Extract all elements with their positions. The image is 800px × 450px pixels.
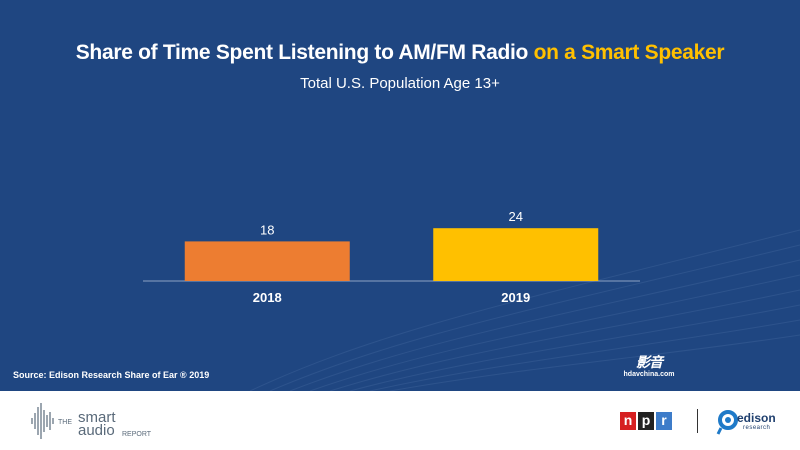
sound-wave-icon <box>31 403 54 439</box>
logo-the: THE <box>58 419 72 426</box>
decorative-wave-lines <box>249 229 800 391</box>
edison-name: edison <box>737 411 776 425</box>
chart-title-main: Share of Time Spent Listening to AM/FM R… <box>75 41 534 64</box>
npr-logo-p: p <box>638 412 654 430</box>
watermark-logo-text: 影音 <box>636 355 663 371</box>
source-note: Source: Edison Research Share of Ear ® 2… <box>13 370 210 380</box>
bar-chart: 18 2018 24 2019 <box>143 209 640 305</box>
data-label-2019: 24 <box>509 209 523 224</box>
logo-smart: smart <box>78 409 116 426</box>
chart-title-accent: on a Smart Speaker <box>533 41 725 64</box>
edison-research-logo: edison research <box>716 406 796 436</box>
data-label-2018: 18 <box>260 222 274 237</box>
edison-sub: research <box>743 425 771 431</box>
chart-subtitle: Total U.S. Population Age 13+ <box>300 75 500 92</box>
smart-audio-report-logo: THE smart audio REPORT <box>30 401 220 441</box>
bar-2018 <box>184 241 350 281</box>
edison-mark-icon <box>716 410 738 435</box>
npr-logo: n p r <box>620 412 674 430</box>
footer: THE smart audio REPORT n p r edison rese… <box>0 391 800 450</box>
x-tick-label-2018: 2018 <box>253 290 282 305</box>
npr-logo-r: r <box>656 412 672 430</box>
chart-title: Share of Time Spent Listening to AM/FM R… <box>0 41 800 65</box>
bar-2019 <box>433 228 599 281</box>
chart-panel: Share of Time Spent Listening to AM/FM R… <box>0 0 800 391</box>
watermark-logo-url: hdavchina.com <box>623 371 675 378</box>
npr-logo-n: n <box>620 412 636 430</box>
x-tick-label-2019: 2019 <box>501 290 530 305</box>
logo-report: REPORT <box>122 431 152 438</box>
logo-divider <box>697 409 698 433</box>
logo-audio: audio <box>78 422 115 439</box>
watermark-logo: 影音 hdavchina.com <box>620 355 678 379</box>
